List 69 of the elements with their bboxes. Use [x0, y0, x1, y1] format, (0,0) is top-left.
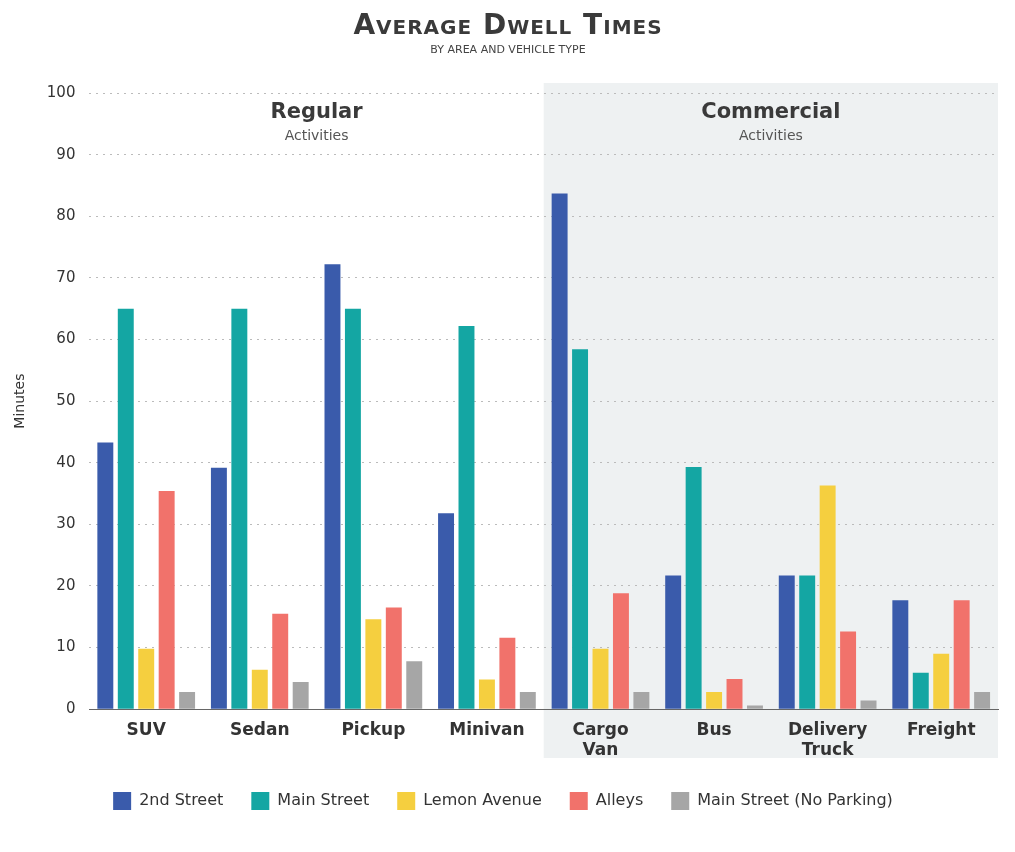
- bar: [251, 669, 268, 709]
- bar: [799, 575, 816, 709]
- y-tick-label: 80: [56, 206, 76, 225]
- bar: [974, 691, 991, 709]
- bar: [365, 619, 382, 709]
- x-tick-label: Sedan: [230, 718, 290, 739]
- bar: [406, 661, 423, 709]
- bar: [726, 679, 743, 709]
- y-tick-label: 30: [56, 514, 76, 533]
- x-tick-label: Bus: [696, 718, 732, 739]
- y-axis-title: Minutes: [11, 373, 28, 429]
- bar: [860, 700, 877, 709]
- y-tick-label: 20: [56, 575, 76, 594]
- y-tick-label: 0: [65, 699, 76, 718]
- bar: [272, 613, 289, 709]
- bar: [292, 682, 309, 709]
- bar: [933, 653, 950, 709]
- bar: [612, 593, 629, 709]
- bar: [438, 513, 455, 709]
- legend-label: Lemon Avenue: [423, 790, 542, 810]
- bar: [778, 575, 795, 709]
- annotation: Regular Activities: [270, 99, 364, 143]
- bar: [179, 691, 196, 709]
- bar: [819, 485, 836, 709]
- chart-title: Average Dwell Times: [352, 8, 664, 41]
- x-tick-label: Minivan: [449, 718, 525, 739]
- band-label: Commercial Activities: [701, 99, 841, 143]
- bar: [158, 491, 175, 709]
- bar: [551, 193, 568, 709]
- bar: [478, 679, 495, 709]
- legend-label: Main Street (No Parking): [697, 790, 893, 810]
- bar: [97, 442, 114, 709]
- bar: [519, 691, 536, 709]
- y-tick-label: 60: [56, 329, 76, 348]
- bar: [912, 672, 929, 709]
- bar: [385, 607, 402, 709]
- bar: [746, 705, 763, 709]
- x-tick-label: Delivery Truck: [787, 718, 868, 760]
- bar: [665, 575, 682, 709]
- bar: [633, 691, 650, 709]
- bar: [706, 691, 723, 709]
- bar: [138, 648, 155, 709]
- x-tick-label: Freight: [906, 718, 976, 739]
- bar: [892, 600, 909, 709]
- y-tick-label: 100: [46, 82, 76, 101]
- y-tick-label: 10: [56, 637, 76, 656]
- bar: [840, 631, 857, 709]
- bar: [572, 349, 589, 709]
- bar: [231, 308, 248, 709]
- bar: [117, 308, 134, 709]
- bar: [344, 308, 361, 709]
- bar: [324, 264, 341, 709]
- legend-label: Alleys: [595, 790, 644, 810]
- y-tick-label: 90: [56, 144, 76, 163]
- bar: [592, 648, 609, 709]
- bar: [685, 467, 702, 709]
- y-tick-label: 40: [56, 452, 76, 471]
- legend-label: 2nd Street: [139, 790, 224, 810]
- y-tick-label: 70: [56, 267, 76, 286]
- x-tick-label: Pickup: [341, 718, 406, 739]
- bar: [458, 325, 475, 709]
- legend-label: Main Street: [277, 790, 370, 810]
- x-tick-label: Cargo Van: [572, 718, 629, 760]
- bar: [953, 600, 970, 709]
- bar: [210, 467, 227, 709]
- chart-subtitle: BY AREA AND VEHICLE TYPE: [429, 43, 587, 56]
- x-tick-label: SUV: [126, 718, 167, 739]
- bar: [499, 637, 516, 709]
- y-tick-label: 50: [56, 390, 76, 409]
